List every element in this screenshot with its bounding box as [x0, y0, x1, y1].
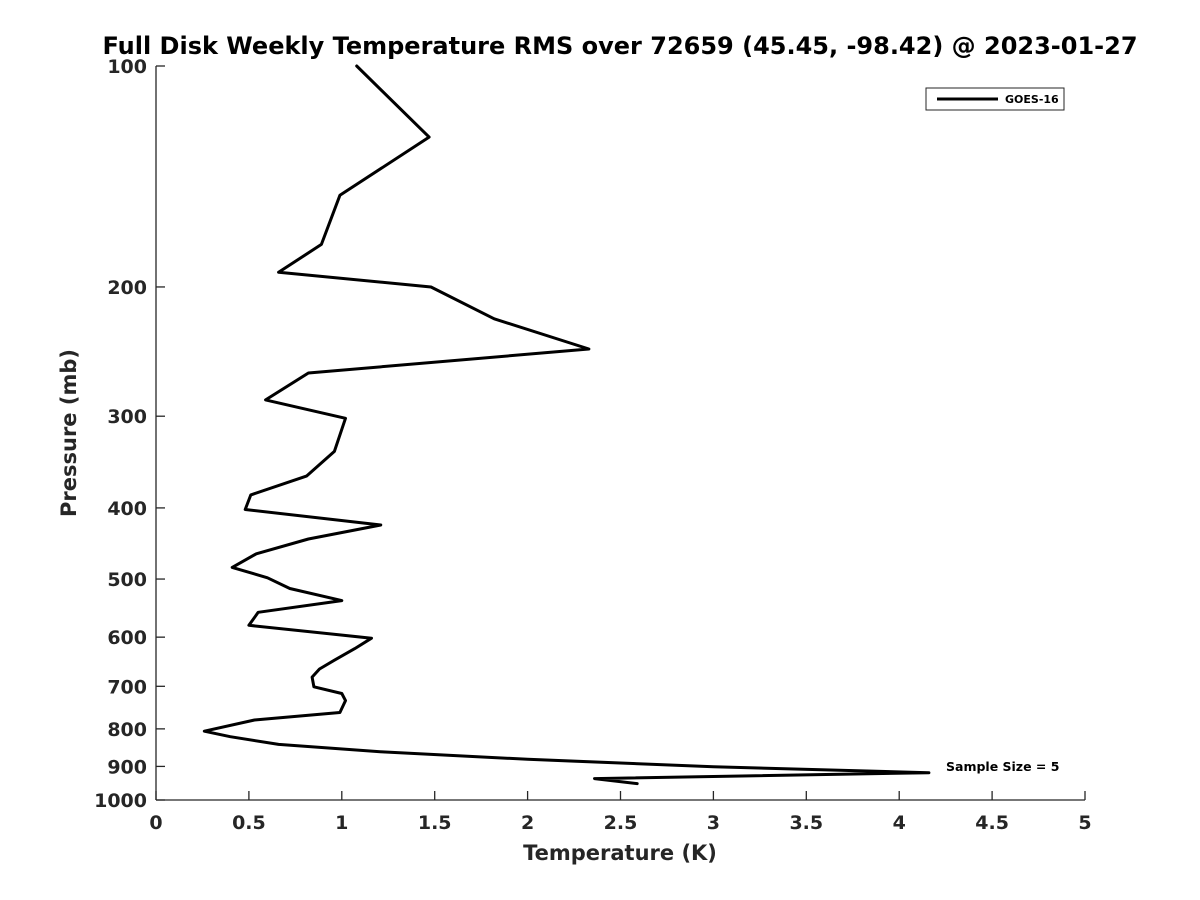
- x-tick-label: 2: [521, 812, 534, 834]
- y-tick-label: 300: [107, 406, 147, 428]
- y-tick-label: 800: [107, 719, 147, 741]
- series-layer: [202, 64, 931, 786]
- x-tick-label: 5: [1078, 812, 1091, 834]
- y-tick-label: 200: [107, 277, 147, 299]
- y-tick-label: 1000: [94, 790, 147, 812]
- x-axis-ticks: 0 0.5 1 1.5 2 2.5 3 3.5 4 4.5 5: [149, 791, 1092, 834]
- x-axis-label: Temperature (K): [523, 841, 717, 865]
- y-tick-label: 900: [107, 756, 147, 778]
- x-tick-label: 1: [335, 812, 348, 834]
- y-tick-label: 700: [107, 676, 147, 698]
- y-axis-label: Pressure (mb): [57, 349, 81, 517]
- x-tick-label: 0: [149, 812, 162, 834]
- y-axis-ticks: 100 200 300 400 500 600 700 800 900 1000: [94, 56, 165, 812]
- x-tick-label: 3.5: [789, 812, 823, 834]
- x-tick-label: 1.5: [418, 812, 452, 834]
- y-tick-label: 400: [107, 498, 147, 520]
- y-tick-label: 600: [107, 627, 147, 649]
- plot-area: 0 0.5 1 1.5 2 2.5 3 3.5 4 4.5 5 100 200 300 400 500 600…: [94, 56, 1092, 834]
- series-line-goes-16: [202, 64, 931, 786]
- x-tick-label: 2.5: [604, 812, 638, 834]
- sample-size-annotation: Sample Size = 5: [946, 759, 1059, 774]
- x-tick-label: 4: [893, 812, 906, 834]
- x-tick-label: 4.5: [975, 812, 1009, 834]
- y-tick-label: 100: [107, 56, 147, 78]
- legend-label-goes-16: GOES-16: [1005, 93, 1059, 106]
- x-tick-label: 0.5: [232, 812, 266, 834]
- x-tick-label: 3: [707, 812, 720, 834]
- chart-title: Full Disk Weekly Temperature RMS over 72…: [102, 32, 1137, 60]
- legend: GOES-16: [925, 87, 1065, 111]
- y-tick-label: 500: [107, 569, 147, 591]
